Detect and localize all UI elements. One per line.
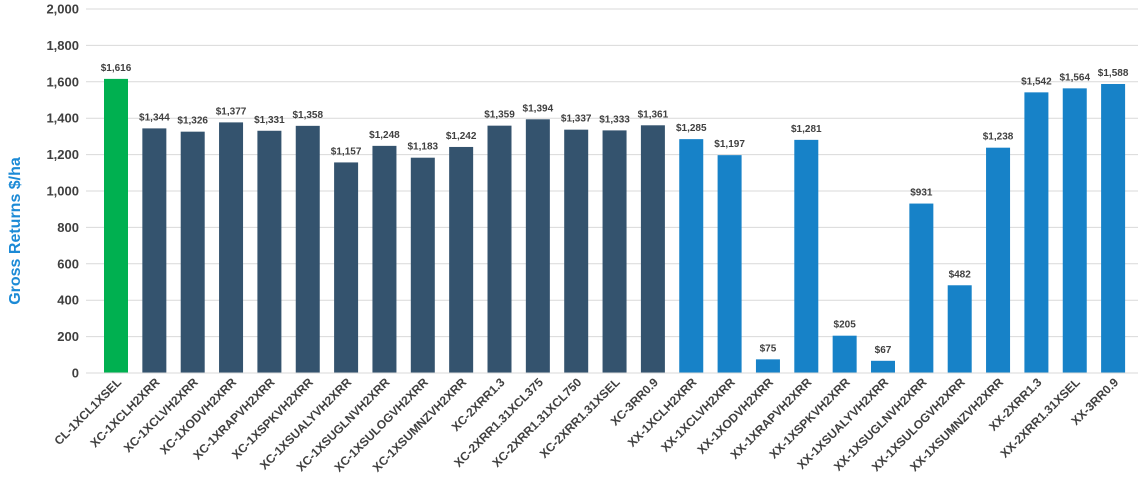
category-label: XX-1XCLH2XRR: [625, 375, 700, 450]
data-label: $1,377: [216, 106, 247, 117]
y-axis-title: Gross Returns $/ha: [7, 157, 24, 305]
category-label: CL-1XCL1XSEL: [52, 375, 125, 448]
bar: [679, 139, 704, 373]
data-label: $1,344: [139, 112, 170, 123]
data-label: $1,157: [331, 146, 362, 157]
bar: [1062, 88, 1087, 374]
bar: [871, 360, 895, 373]
bar: [986, 147, 1011, 373]
y-tick-label: 1,600: [46, 74, 79, 89]
bar: [257, 130, 282, 373]
bar: [142, 128, 167, 373]
bar: [1101, 83, 1126, 373]
data-label: $75: [760, 343, 777, 354]
bar: [602, 130, 627, 373]
bar: [755, 359, 780, 373]
data-label: $1,361: [638, 109, 669, 120]
bar: [1024, 92, 1049, 373]
category-label: XC-1XCLH2XRR: [88, 375, 163, 450]
y-axis-ticks: 0 200 400 600 800 1,000 1,200 1,400 1,600 1,800 2,…: [46, 2, 79, 381]
bar: [832, 335, 857, 373]
y-tick-label: 2,000: [46, 2, 79, 17]
data-label: $1,358: [292, 110, 323, 121]
bar: [410, 157, 435, 373]
data-label: $205: [834, 320, 857, 331]
data-label: $1,242: [446, 131, 477, 142]
y-tick-label: 400: [57, 293, 79, 308]
data-label: $1,616: [101, 63, 132, 74]
data-label: $1,183: [408, 142, 439, 153]
data-label: $482: [949, 269, 972, 280]
bar: [640, 125, 665, 373]
data-label: $1,359: [484, 110, 515, 121]
bar: [794, 139, 819, 373]
data-label: $1,331: [254, 115, 285, 126]
data-label: $1,394: [523, 103, 554, 114]
bar: [104, 78, 128, 373]
data-label: $1,333: [599, 114, 630, 125]
x-axis-categories: CL-1XCL1XSELXC-1XCLH2XRRXC-1XCLVH2XRRXC-…: [52, 375, 1122, 475]
data-label: $1,326: [177, 116, 208, 127]
data-label: $1,281: [791, 124, 822, 135]
bar: [295, 125, 320, 374]
y-tick-label: 600: [57, 256, 79, 271]
bar: [909, 203, 934, 373]
bar: [449, 146, 474, 373]
bar: [947, 285, 972, 373]
data-label: $1,248: [369, 130, 400, 141]
bar: [717, 155, 742, 373]
bar: [334, 162, 359, 373]
bar: [180, 131, 205, 373]
data-label: $1,238: [983, 132, 1014, 143]
bar: [372, 145, 397, 373]
data-label: $1,197: [714, 139, 745, 150]
y-tick-label: 1,800: [46, 38, 79, 53]
data-label: $1,337: [561, 114, 592, 125]
data-label: $1,542: [1021, 76, 1052, 87]
y-tick-label: 1,000: [46, 184, 79, 199]
bars: [104, 78, 1126, 374]
bar: [219, 122, 244, 373]
data-label: $1,285: [676, 123, 707, 134]
data-label: $931: [910, 188, 933, 199]
data-label: $1,564: [1059, 72, 1090, 83]
data-label: $67: [875, 345, 892, 356]
data-labels: $1,616 $1,344 $1,326 $1,377 $1,331 $1,358 $1,1…: [101, 63, 1129, 356]
bar: [525, 119, 550, 374]
y-tick-label: 200: [57, 329, 79, 344]
data-label: $1,588: [1098, 68, 1129, 79]
bar: [487, 125, 512, 373]
bar: [564, 129, 589, 373]
y-tick-label: 0: [72, 366, 79, 381]
y-tick-label: 1,400: [46, 111, 79, 126]
y-tick-label: 800: [57, 220, 79, 235]
y-tick-label: 1,200: [46, 147, 79, 162]
